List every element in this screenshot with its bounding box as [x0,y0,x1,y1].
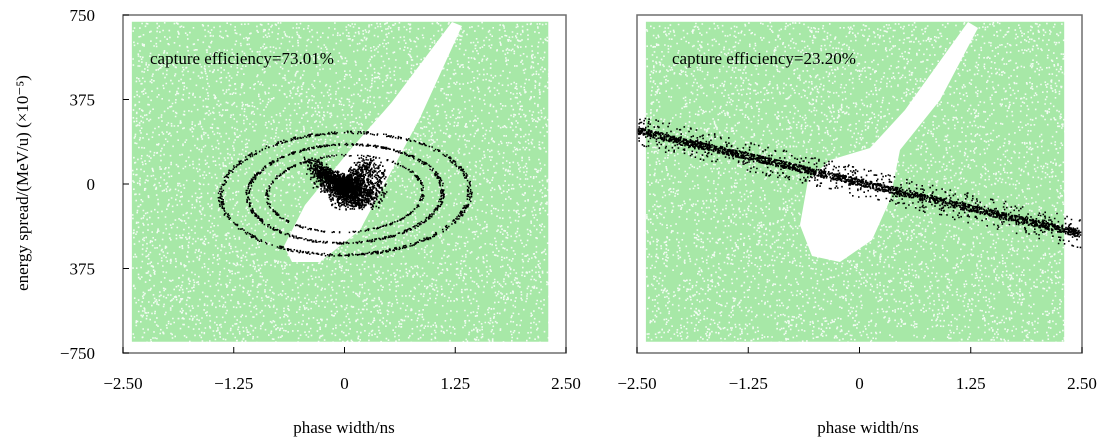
background-speckle [645,21,1066,344]
background-speckle [131,21,550,344]
x-tick-label: 0 [855,374,864,393]
right-efficiency-annotation: capture efficiency=23.20% [672,49,856,68]
y-tick-label: 375 [70,260,96,279]
left-panel: capture efficiency=73.01% −2.50 −1.25 0 1.2… [13,6,581,437]
y-tick-label: 750 [70,6,96,25]
right-empty-region [800,22,978,262]
x-tick-label: 0 [340,374,349,393]
left-beam-spiral [217,130,473,257]
y-axis-label: energy spread/(MeV/u) (×10⁻⁵) [13,75,32,291]
right-x-ticks: −2.50 −1.25 0 1.25 2.50 [617,347,1097,393]
x-tick-label: 2.50 [551,374,581,393]
y-tick-label: 0 [87,175,96,194]
y-tick-label: 375 [70,91,96,110]
empty-wedge [284,22,462,262]
empty-wedge [800,22,978,262]
left-x-axis-label: phase width/ns [293,418,395,437]
right-x-axis-label: phase width/ns [817,418,919,437]
x-tick-label: −2.50 [103,374,142,393]
x-tick-label: −1.25 [214,374,253,393]
left-x-ticks: −2.50 −1.25 0 1.25 2.50 [103,347,581,393]
right-panel: capture efficiency=23.20% −2.50 −1.25 0 1.2… [617,14,1097,437]
left-empty-region [284,22,462,262]
left-efficiency-annotation: capture efficiency=73.01% [150,49,334,68]
beam-particles [217,130,473,257]
x-tick-label: −1.25 [729,374,768,393]
left-y-ticks: 750 375 0 375 −750 [60,6,129,363]
y-tick-label: −750 [60,344,95,363]
x-tick-label: 1.25 [440,374,470,393]
x-tick-label: 1.25 [956,374,986,393]
x-tick-label: −2.50 [617,374,656,393]
x-tick-label: 2.50 [1067,374,1097,393]
